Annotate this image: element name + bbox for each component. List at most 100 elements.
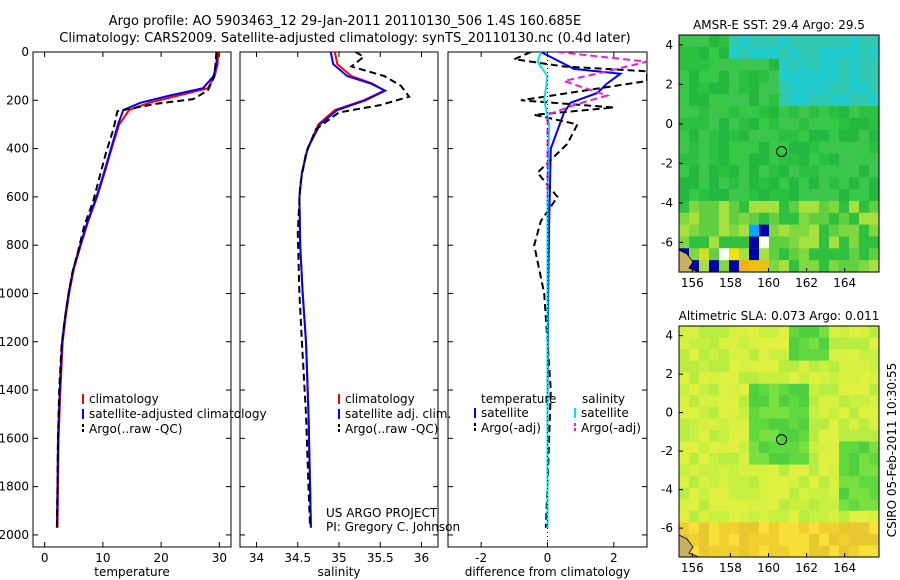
map-cell xyxy=(789,248,800,261)
map-cell xyxy=(679,82,690,95)
map-cell xyxy=(679,117,690,131)
x-tick-label: 162 xyxy=(795,561,818,575)
map-cell xyxy=(779,499,790,512)
map-cell xyxy=(749,58,760,72)
map-cell xyxy=(679,165,690,178)
map-cell xyxy=(769,464,780,477)
map-cell xyxy=(869,117,880,131)
figure-title-line-1: Argo profile: AO 5903463_12 29-Jan-2011 … xyxy=(109,14,582,29)
map-cell xyxy=(839,200,850,214)
map-cell xyxy=(779,117,790,131)
map-cell xyxy=(859,46,870,60)
map-cell xyxy=(869,189,880,202)
map-cell xyxy=(839,165,850,178)
map-cell xyxy=(829,35,840,48)
map-cell xyxy=(789,189,800,202)
map-cell xyxy=(819,189,830,202)
map-cell xyxy=(719,177,730,190)
map-cell xyxy=(679,487,690,500)
map-cell xyxy=(729,487,740,500)
map-cell xyxy=(709,487,720,500)
map-cell xyxy=(719,395,730,408)
map-cell xyxy=(719,476,730,489)
map-cell xyxy=(689,129,700,143)
map-cell xyxy=(709,46,720,60)
map-cell xyxy=(729,545,740,558)
map-cell xyxy=(739,464,750,477)
map-cell xyxy=(779,165,790,178)
map-cell xyxy=(859,487,870,500)
map-cell xyxy=(849,510,860,523)
map-cell xyxy=(679,395,690,408)
map-cell xyxy=(679,106,690,119)
map-cell xyxy=(779,476,790,489)
map-cell xyxy=(869,224,880,238)
map-cell xyxy=(679,464,690,477)
map-cell xyxy=(739,46,750,60)
map-cell xyxy=(829,141,840,155)
map-cell xyxy=(869,510,880,523)
map-cell xyxy=(709,464,720,477)
map-cell xyxy=(789,165,800,178)
map-cell xyxy=(779,383,790,396)
map-cell xyxy=(799,260,810,273)
series-line-salinity-satellite xyxy=(536,52,551,528)
map-cell xyxy=(799,212,810,226)
map-cell xyxy=(759,545,770,558)
map-cell xyxy=(769,260,780,273)
map-cell xyxy=(849,499,860,512)
map-cell xyxy=(849,177,860,190)
map-cell xyxy=(719,106,730,119)
map-cell xyxy=(829,545,840,558)
argo-location-marker xyxy=(776,434,788,446)
map-cell xyxy=(729,212,740,226)
map-cell xyxy=(799,349,810,362)
map-cell xyxy=(789,545,800,558)
map-cell xyxy=(849,441,860,454)
map-cell xyxy=(689,395,700,408)
map-cell xyxy=(779,260,790,273)
map-cell xyxy=(839,212,850,226)
series-line-argo-raw-qc- xyxy=(55,52,218,528)
map-cell xyxy=(819,337,830,350)
map-cell xyxy=(739,487,750,500)
map-cell xyxy=(809,476,820,489)
map-cell xyxy=(869,94,880,107)
map-cell xyxy=(839,153,850,166)
map-cell xyxy=(869,360,880,373)
map-cell xyxy=(789,349,800,362)
map-cell xyxy=(869,533,880,547)
map-cell xyxy=(849,487,860,500)
map-cell xyxy=(769,476,780,489)
map-cell xyxy=(709,522,720,535)
map-cell xyxy=(849,453,860,466)
map-cell xyxy=(739,200,750,214)
map-cell xyxy=(829,360,840,373)
map-cell xyxy=(819,395,830,408)
map-cell xyxy=(829,189,840,202)
map-cell xyxy=(819,464,830,477)
map-cell xyxy=(849,94,860,107)
map-cell xyxy=(689,94,700,107)
map-cell xyxy=(739,406,750,419)
map-cell xyxy=(799,94,810,107)
x-tick-label: 160 xyxy=(757,276,780,290)
map-cell xyxy=(689,406,700,419)
map-cell xyxy=(739,224,750,238)
map-cell xyxy=(869,383,880,396)
map-cell xyxy=(689,510,700,523)
map-cell xyxy=(869,395,880,408)
map-cell xyxy=(759,212,770,226)
map-cell xyxy=(789,153,800,166)
map-cell xyxy=(719,165,730,178)
y-tick-label: -2 xyxy=(661,156,673,170)
map-cell xyxy=(839,337,850,350)
map-cell xyxy=(809,418,820,431)
map-cell xyxy=(829,487,840,500)
map-cell xyxy=(869,129,880,143)
map-cell xyxy=(699,533,710,547)
map-cell xyxy=(799,499,810,512)
map-cell xyxy=(699,70,710,83)
map-cell xyxy=(839,349,850,362)
